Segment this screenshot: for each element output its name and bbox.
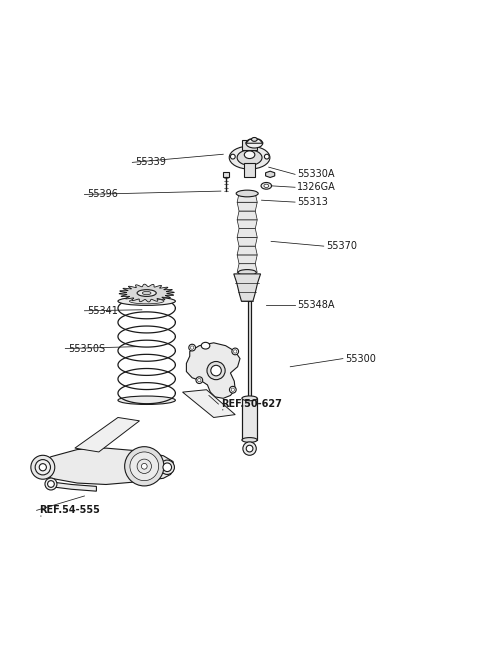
Polygon shape [75,417,140,452]
Ellipse shape [130,452,158,481]
Polygon shape [119,284,174,302]
Bar [242,398,257,440]
Bar [242,140,257,150]
Ellipse shape [243,442,256,455]
Text: 55330A: 55330A [298,170,335,179]
Ellipse shape [143,291,151,295]
Ellipse shape [238,270,256,275]
Text: 55300: 55300 [345,354,376,364]
Text: 1326GA: 1326GA [298,182,336,193]
Ellipse shape [234,350,237,353]
Ellipse shape [31,455,55,479]
Ellipse shape [45,478,57,490]
Bar [223,172,228,177]
Polygon shape [237,237,257,246]
Polygon shape [237,255,257,264]
Ellipse shape [163,463,171,472]
Polygon shape [237,246,257,255]
Ellipse shape [48,481,54,487]
Ellipse shape [264,184,269,187]
Polygon shape [237,229,257,237]
Ellipse shape [189,345,195,351]
Bar [248,301,251,398]
Ellipse shape [242,396,257,401]
Ellipse shape [229,386,236,393]
Text: 55350S: 55350S [68,344,105,354]
Ellipse shape [236,190,258,197]
Ellipse shape [137,459,152,474]
Bar [244,163,255,177]
Ellipse shape [142,464,147,469]
Ellipse shape [211,365,221,376]
Text: REF.50-627: REF.50-627 [221,399,282,409]
Polygon shape [237,264,257,272]
Ellipse shape [232,348,239,355]
Polygon shape [265,171,275,178]
Ellipse shape [231,388,235,392]
Text: 55339: 55339 [135,157,166,168]
Polygon shape [186,343,240,398]
Polygon shape [41,448,174,485]
Polygon shape [246,140,263,143]
Polygon shape [234,274,261,301]
Ellipse shape [196,377,203,383]
Ellipse shape [191,346,194,349]
Ellipse shape [130,299,164,304]
Ellipse shape [118,396,175,404]
Ellipse shape [39,464,47,471]
Text: REF.54-555: REF.54-555 [39,505,100,515]
Text: 55313: 55313 [298,197,328,207]
Ellipse shape [252,138,257,141]
Ellipse shape [264,154,269,159]
Polygon shape [182,390,235,417]
Ellipse shape [125,447,164,486]
Polygon shape [237,211,257,220]
Text: 55341: 55341 [87,306,118,316]
Ellipse shape [118,297,175,305]
Text: 55396: 55396 [87,189,118,199]
Ellipse shape [261,183,272,189]
Polygon shape [237,202,257,211]
Text: 55370: 55370 [326,241,357,251]
Ellipse shape [246,138,263,148]
Polygon shape [237,220,257,229]
Ellipse shape [230,154,235,159]
Ellipse shape [246,445,253,452]
Ellipse shape [35,460,50,475]
Ellipse shape [229,146,270,169]
Ellipse shape [198,379,201,382]
Ellipse shape [207,362,225,380]
Ellipse shape [160,460,174,474]
Ellipse shape [244,151,255,159]
Text: 55348A: 55348A [298,299,335,310]
Ellipse shape [201,343,210,349]
Ellipse shape [137,290,156,297]
Polygon shape [48,481,96,491]
Ellipse shape [237,150,262,165]
Ellipse shape [242,438,257,442]
Polygon shape [237,193,257,202]
